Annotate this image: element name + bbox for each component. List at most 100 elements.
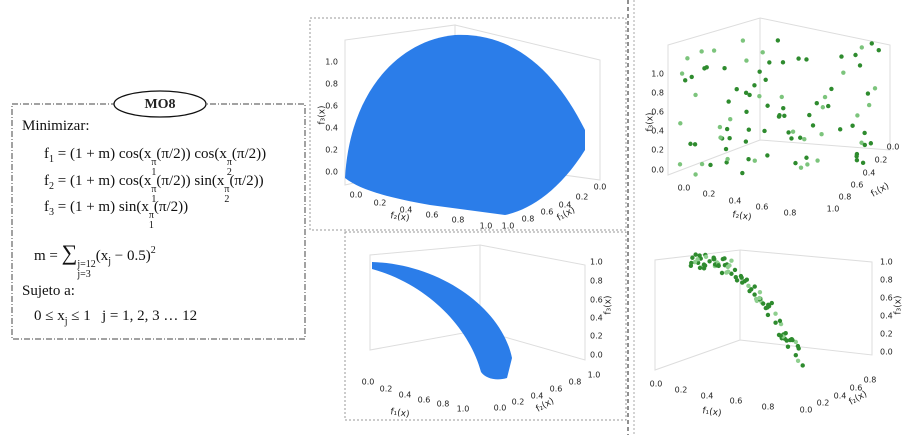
x-tick-label: 0.2	[374, 199, 387, 208]
y-tick-label: 0.0	[494, 404, 507, 413]
point	[829, 86, 834, 92]
x-tick-label: 0.2	[675, 386, 688, 395]
subscript: j	[64, 316, 68, 327]
point	[752, 83, 757, 88]
x-tick-label: 0.0	[350, 191, 363, 200]
point	[802, 137, 807, 142]
point	[789, 136, 794, 141]
point	[785, 344, 791, 349]
point	[854, 158, 860, 163]
point	[793, 160, 798, 166]
point	[853, 52, 858, 58]
point	[779, 94, 784, 100]
point	[722, 66, 727, 71]
point	[740, 280, 745, 285]
x-tick-label: 1.0	[480, 222, 493, 231]
point	[711, 48, 717, 53]
y-tick-label: 1.0	[588, 371, 601, 380]
point	[690, 255, 695, 260]
point	[795, 343, 801, 349]
x-tick-label: 0.4	[701, 392, 714, 401]
point	[837, 127, 843, 132]
panel-frame	[344, 231, 627, 421]
point	[716, 263, 721, 268]
point	[804, 155, 809, 160]
point	[786, 130, 791, 135]
z-tick-label: 0.0	[651, 166, 664, 175]
point	[859, 140, 864, 145]
point	[719, 270, 725, 276]
point	[722, 256, 727, 261]
point	[744, 109, 749, 114]
point	[778, 333, 783, 338]
z-tick-label: 0.0	[880, 348, 893, 357]
point	[746, 127, 752, 132]
point	[740, 38, 746, 43]
point	[765, 305, 770, 310]
x-tick-label: 0.2	[380, 385, 393, 394]
formula-text: = (1 + m) sin(x	[54, 199, 149, 215]
point	[850, 123, 855, 128]
point	[707, 259, 712, 264]
title-oval	[113, 90, 207, 118]
z-tick-label: 0.4	[590, 314, 603, 323]
x-tick-label: 0.6	[730, 397, 743, 406]
point	[757, 69, 762, 74]
superscript: j=12	[77, 259, 96, 270]
point	[725, 269, 731, 274]
formula-text: = (1 + m) cos(x	[54, 146, 152, 162]
point	[683, 78, 688, 83]
point	[677, 162, 683, 167]
point	[743, 90, 749, 96]
x-tick-label: 0.0	[678, 184, 691, 193]
axis-label: f₁(x)	[390, 407, 410, 420]
pane	[369, 244, 586, 361]
point	[725, 264, 731, 270]
point	[729, 258, 734, 263]
z-tick-label: 0.8	[590, 277, 603, 286]
axis-label: f₃(x)	[894, 295, 904, 314]
x-tick-label: 0.2	[703, 190, 716, 199]
point	[793, 339, 799, 345]
z-tick-label: 1.0	[651, 70, 664, 79]
point	[865, 91, 871, 96]
point	[804, 57, 809, 62]
formula-text: 0 ≤ x	[34, 308, 65, 324]
formula: f3 = (1 + m) sin(x π 1 (π/2))	[44, 199, 188, 231]
formula-text: f	[44, 199, 49, 215]
superscript: π	[226, 157, 232, 168]
point	[695, 257, 700, 262]
point	[757, 295, 762, 301]
point	[699, 49, 704, 54]
point	[841, 70, 846, 75]
superscript: π	[148, 210, 154, 221]
point	[757, 289, 763, 295]
subscript: 1	[151, 194, 157, 205]
point	[775, 38, 781, 43]
formula: 0 ≤ xj ≤ 1 j = 1, 2, 3 … 12	[34, 308, 197, 327]
point	[729, 271, 734, 276]
point	[752, 284, 757, 289]
point	[693, 172, 698, 177]
point	[876, 47, 881, 53]
point	[702, 263, 708, 268]
point	[692, 259, 698, 265]
formula-text: (π/2))	[153, 199, 189, 215]
point	[693, 92, 698, 98]
point	[780, 60, 786, 65]
point	[746, 283, 751, 289]
point	[819, 132, 824, 137]
formula-text: ≤ 1 j = 1, 2, 3 … 12	[67, 308, 198, 324]
point	[854, 151, 860, 157]
point	[740, 170, 745, 176]
point	[787, 337, 793, 343]
y-tick-label: 0.4	[863, 169, 876, 178]
point	[760, 50, 765, 55]
z-tick-label: 0.6	[590, 296, 603, 305]
point	[733, 275, 738, 280]
point	[699, 161, 705, 167]
point	[859, 45, 864, 50]
y-tick-label: 0.0	[887, 143, 900, 152]
z-tick-label: 0.6	[651, 108, 664, 117]
